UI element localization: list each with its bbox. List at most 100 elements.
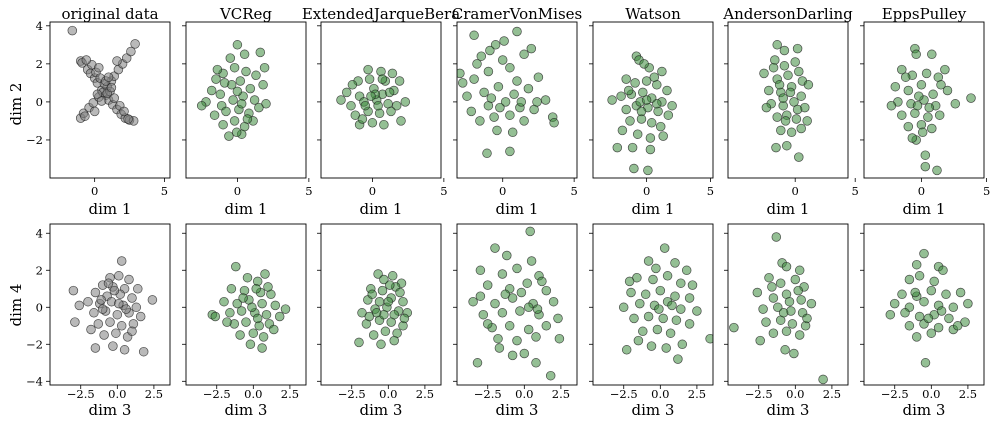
data-point [607,95,617,105]
x-tick-label: −2.5 [203,387,231,401]
data-point [108,341,118,351]
x-tick-label: 0.0 [379,387,397,401]
data-point [692,306,702,316]
data-point [67,25,78,36]
scatter-points [457,26,559,159]
data-point [531,332,541,342]
scatter-points [885,248,973,368]
data-point [94,62,104,73]
data-point [776,125,786,136]
data-point [772,40,782,50]
data-point [74,300,85,311]
data-point [897,64,907,75]
data-point [133,284,143,294]
y-tick-label: 2 [36,57,43,71]
data-point [729,322,739,333]
row-ylabel-dim2: dim 2 [7,83,25,126]
x-tick-label: 5 [161,184,168,198]
data-point [482,148,492,159]
data-point [658,131,668,141]
x-tick-label: 2.5 [281,387,299,401]
x-tick-label: 0 [91,184,98,198]
scatter-points [886,43,976,176]
data-point [794,330,805,340]
data-point [768,62,779,73]
data-point [80,111,90,121]
data-point [684,293,695,303]
data-point [670,291,680,301]
data-point [228,95,238,105]
data-point [103,278,114,288]
data-point [779,61,790,71]
x-tick-label: −2.5 [67,387,95,401]
data-point [523,83,534,94]
data-point [779,45,790,56]
data-point [914,91,924,101]
data-point [232,298,242,309]
x-tick-label: 5 [305,184,312,198]
data-point [341,87,352,98]
data-point [500,97,511,107]
data-point [147,295,158,305]
data-point [232,40,243,50]
data-point [920,161,931,172]
data-point [109,93,119,103]
data-point [627,142,638,153]
data-point [336,95,346,105]
x-tick-label: 0 [234,184,241,198]
data-point [396,116,406,126]
data-point [103,72,114,82]
data-point [662,85,672,96]
scatter-points [336,64,411,130]
data-point [70,317,80,327]
axes-frame [727,21,849,179]
y-tick-label: −2 [26,337,43,351]
axes-frame [185,21,307,179]
data-point [786,127,797,138]
axes-frame [592,21,714,179]
data-point [509,89,519,100]
subplot-r1-c3: −2.5 0.0 2.5 dim 3 [453,223,578,419]
data-point [890,81,901,92]
data-point [90,343,101,353]
data-point [238,293,248,303]
data-point [673,354,683,364]
data-point [127,326,137,337]
data-point [886,100,897,111]
data-point [927,49,937,60]
data-point [755,335,765,346]
data-point [942,85,953,96]
data-point [368,330,379,340]
data-point [676,304,686,314]
data-point [670,258,680,268]
data-point [781,326,792,337]
data-point [211,74,221,84]
data-point [386,106,396,117]
data-point [612,142,623,153]
data-point [533,72,544,82]
data-point [545,370,556,381]
data-point [540,95,551,105]
data-point [920,150,931,160]
scatter-points [618,243,713,364]
data-point [219,296,229,307]
data-point [767,282,777,292]
subplot-r0-c4: Watson 0 5 dim 1 [589,5,714,218]
data-point [111,328,121,338]
data-point [469,30,479,41]
data-point [468,296,478,307]
data-point [124,274,134,285]
data-point [493,333,503,344]
data-point [761,317,771,327]
data-point [245,83,256,94]
data-point [912,100,923,111]
data-point [966,93,976,103]
subplot-title: VCReg [219,5,272,23]
data-point [531,358,541,368]
data-point [752,287,763,298]
data-point [932,165,942,176]
data-point [357,114,368,124]
x-tick-label: 0 [792,184,799,198]
data-point [789,348,799,359]
data-point [497,269,508,279]
